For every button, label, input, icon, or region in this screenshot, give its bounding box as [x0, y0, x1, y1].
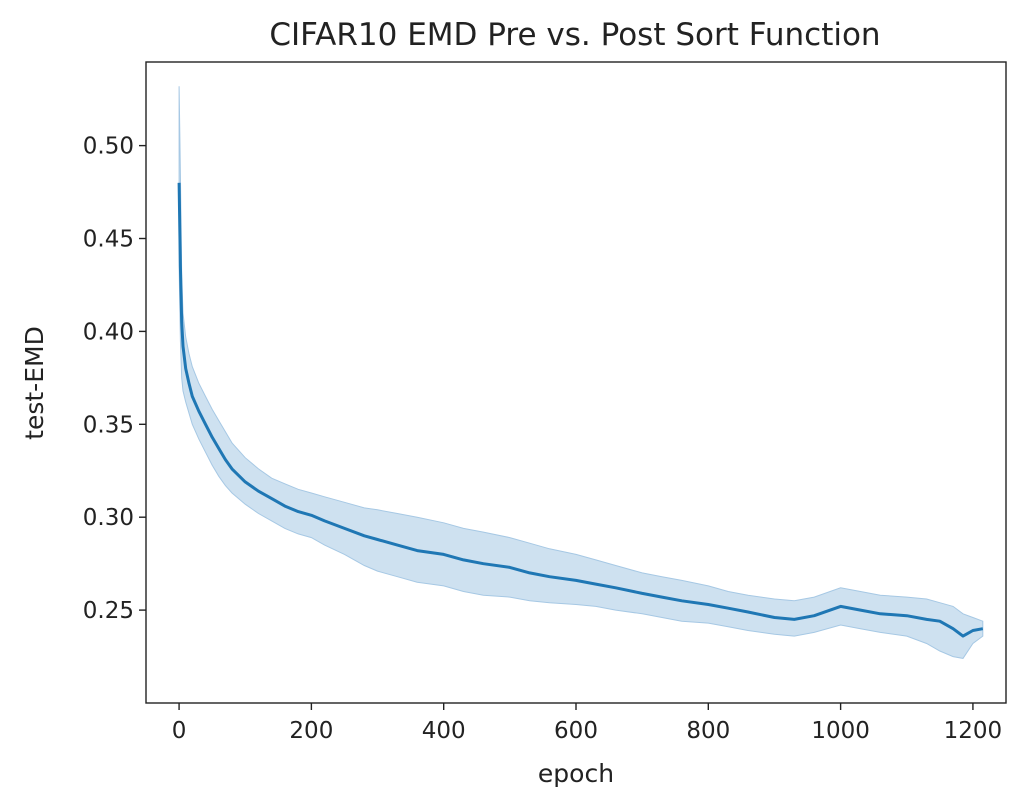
x-axis: 0 200 400 600 800 1000 1200 [172, 703, 1002, 744]
y-tick-label: 0.45 [83, 227, 134, 253]
x-tick-label: 600 [554, 718, 598, 744]
x-tick-label: 800 [686, 718, 730, 744]
plot-frame [145, 61, 1007, 704]
y-tick-label: 0.30 [83, 505, 134, 531]
y-axis: 0.25 0.30 0.35 0.40 0.45 0.50 [83, 134, 146, 624]
x-tick-label: 0 [172, 718, 187, 744]
y-tick-label: 0.25 [83, 598, 134, 624]
y-tick-label: 0.35 [83, 412, 134, 438]
series-0-line [177, 182, 984, 638]
x-tick-label: 400 [422, 718, 466, 744]
plot-area [177, 86, 984, 659]
y-tick-label: 0.40 [83, 319, 134, 345]
x-tick-label: 200 [289, 718, 333, 744]
x-tick-label: 1000 [811, 718, 870, 744]
series-0-confidence-band [178, 86, 984, 659]
chart-title: CIFAR10 EMD Pre vs. Post Sort Function [269, 17, 880, 53]
y-axis-label: test-EMD [20, 326, 49, 440]
y-tick-label: 0.50 [83, 134, 134, 160]
x-tick-label: 1200 [944, 718, 1003, 744]
x-axis-label: epoch [538, 759, 614, 788]
